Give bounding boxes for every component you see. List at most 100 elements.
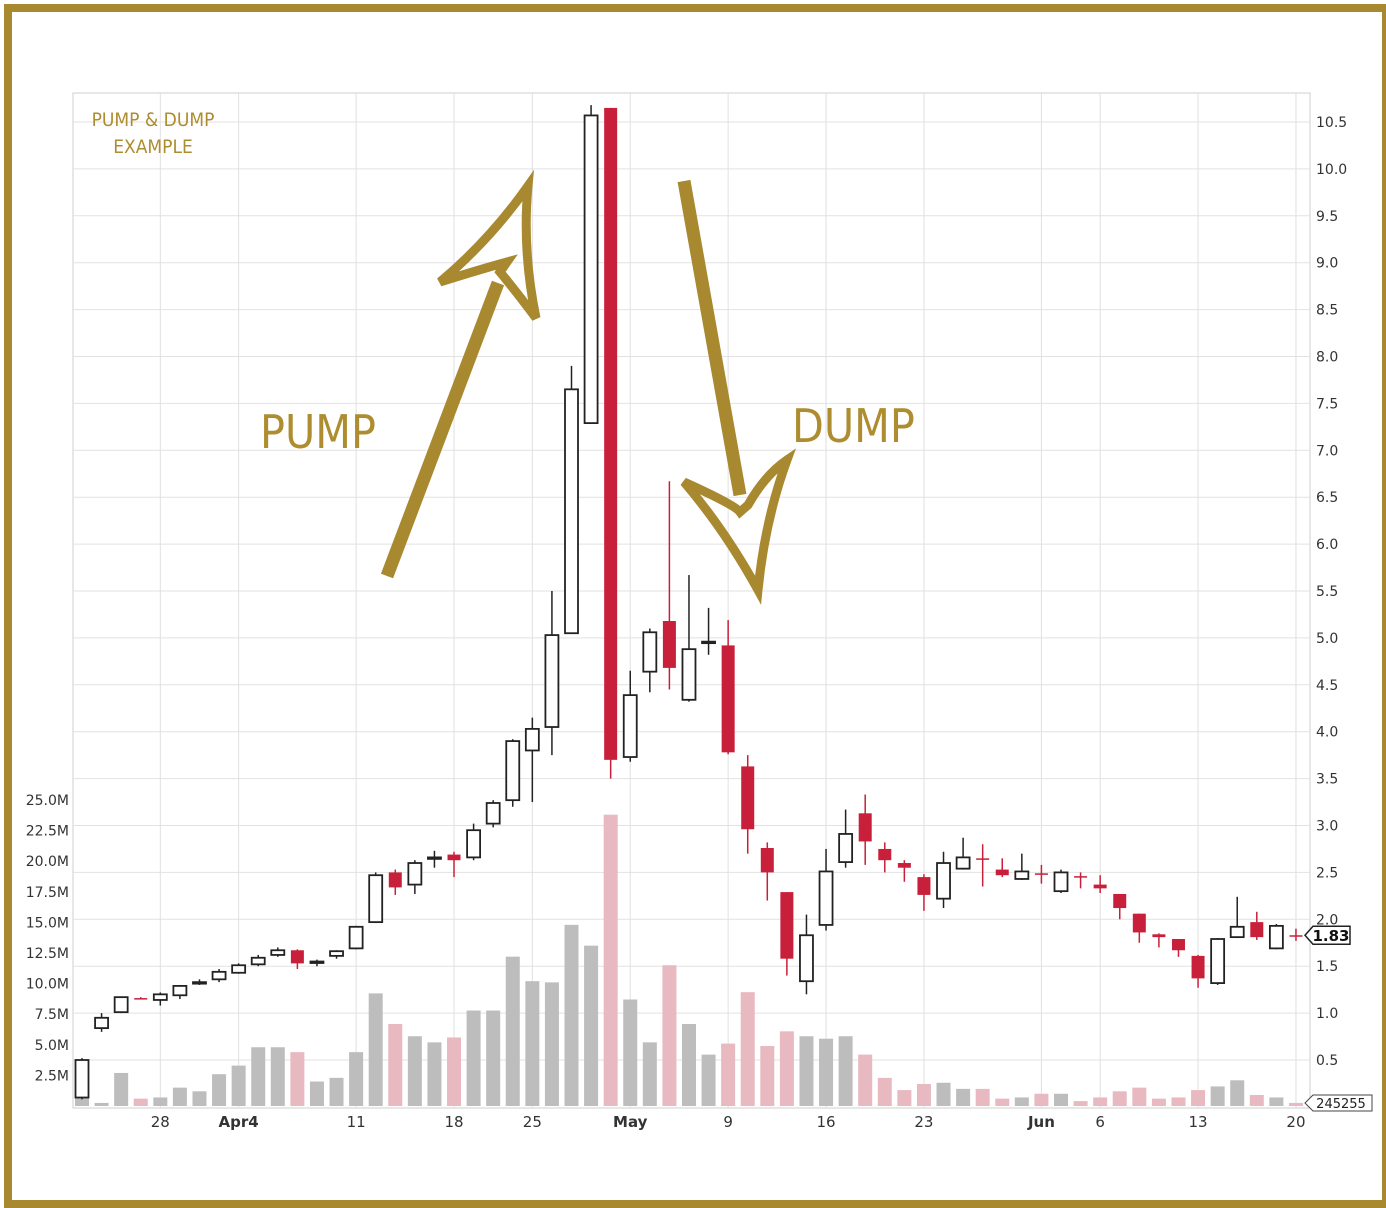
volume-bar [544,982,559,1106]
candle-body [544,634,560,728]
candles [74,105,1303,1100]
x-tick-label: 18 [444,1113,463,1131]
volume-bar [799,1036,814,1106]
candle-body [1152,934,1166,938]
candle-body [211,970,227,981]
volume-bar [740,992,755,1106]
volume-bar [1132,1087,1147,1106]
candle-body [936,862,951,900]
price-tick-label: 0.5 [1316,1053,1338,1069]
x-tick-label: 9 [723,1113,733,1131]
price-tick-label: 9.5 [1316,209,1338,225]
dump-label: DUMP [792,399,915,453]
volume-bar [819,1038,834,1106]
candle-body [564,388,579,635]
volume-bar [290,1052,305,1106]
volume-bar [1112,1091,1127,1106]
volume-bar [858,1054,873,1106]
price-tick-label: 10.0 [1316,162,1347,178]
volume-bar [231,1065,246,1106]
price-tick-label: 7.0 [1316,443,1338,459]
candle-body [1093,884,1107,889]
volume-bar [721,1043,736,1106]
volume-bar [212,1074,227,1106]
chart-title-line1: PUMP & DUMP [92,109,215,131]
candle-body [799,934,814,983]
candle-body [1229,925,1245,939]
volume-bar [1151,1098,1166,1106]
volume-bar [1210,1086,1225,1106]
price-tick-label: 2.0 [1316,912,1338,928]
price-tick-label: 4.0 [1316,725,1338,741]
candle-body [721,645,735,753]
volume-bar [427,1042,442,1106]
volume-bar [94,1102,109,1106]
volume-bar [368,993,383,1106]
volume-bar [75,1096,89,1106]
last-volume-tag [1304,1094,1373,1112]
candle-body [1053,871,1069,893]
volume-bar [1269,1097,1284,1106]
candle-body [231,964,247,974]
volume-bar [995,1098,1010,1106]
volume-bar [877,1077,892,1106]
candle-body [427,856,442,860]
volume-bar [251,1047,266,1106]
price-tick-label: 6.0 [1316,537,1338,553]
candle-body [1250,922,1264,938]
candle-body [1074,876,1088,878]
volume-bar [172,1087,187,1106]
candle-body [1132,913,1146,933]
volume-bar [133,1098,148,1106]
volume-bar [662,965,677,1106]
candle-body [407,862,423,886]
candle-body [192,981,207,985]
candle-body [858,813,872,842]
candle-body [94,1016,109,1030]
candle-body [917,877,931,895]
candle-body [897,863,911,868]
volume-bar [760,1046,775,1106]
volume-bar [564,924,579,1106]
volume-tick-label: 22.5M [26,824,69,840]
candle-body [642,631,658,673]
x-tick-label: 13 [1189,1113,1208,1131]
volume-bar [192,1091,207,1106]
x-tick-label: 25 [523,1113,542,1131]
annotations: PUMP & DUMP EXAMPLE PUMP DUMP [92,109,915,605]
volume-bar [1249,1094,1264,1106]
x-tick-label: 20 [1286,1113,1305,1131]
candle-body [290,950,304,964]
price-tick-label: 2.5 [1316,865,1338,881]
volume-bars [75,814,1303,1106]
candle-body [701,640,716,645]
price-tick-label: 3.0 [1316,819,1338,835]
volume-bar [114,1072,129,1106]
volume-bar [642,1042,657,1106]
candle-body [662,621,676,668]
candle-body [1268,924,1284,950]
volume-bar [1171,1097,1186,1106]
candle-body [74,1059,90,1099]
x-tick-label: 6 [1095,1113,1105,1131]
pump-label: PUMP [260,405,376,459]
volume-tick-label: 20.0M [26,854,69,870]
volume-tick-label: 7.5M [35,1007,69,1023]
volume-bar [916,1083,931,1106]
plot-area [72,92,1311,1109]
price-tick-label: 10.5 [1316,115,1347,131]
volume-tick-label: 12.5M [26,946,69,962]
candle-body [681,648,697,701]
volume-bar [936,1082,951,1106]
volume-tick-label: 17.5M [26,885,69,901]
volume-bar [1014,1097,1029,1106]
volume-bar [349,1052,364,1106]
volume-tick-label: 25.0M [26,793,69,809]
x-tick-label: 11 [347,1113,366,1131]
price-tick-label: 4.5 [1316,678,1338,694]
candle-body [780,892,794,959]
volume-bar [779,1031,794,1106]
x-tick-label: 23 [914,1113,933,1131]
price-tick-label: 7.5 [1316,396,1338,412]
